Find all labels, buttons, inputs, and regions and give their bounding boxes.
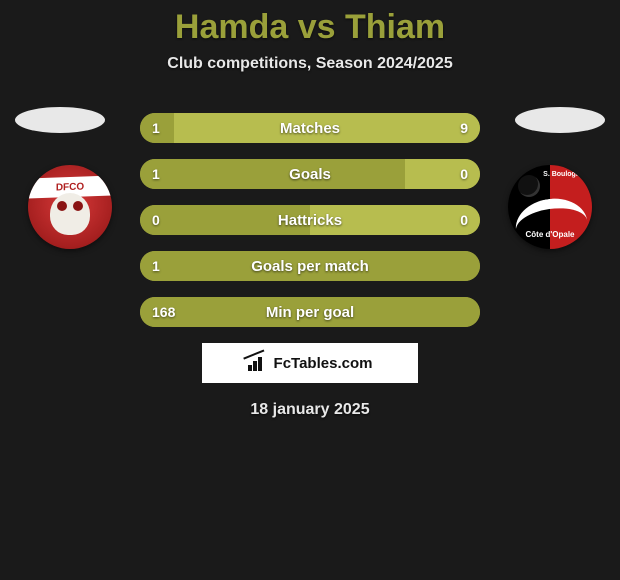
stats-rows: 19Matches 10Goals 00Hattricks 1Goals per ma… [140,113,480,327]
comparison-area: DFCO S. Boulogne Côte d'Opale 19Matches1… [0,113,620,327]
brand-box[interactable]: FcTables.com [202,343,418,383]
stat-row: 00Hattricks [140,205,480,235]
stat-label: Matches [140,120,480,137]
stat-row: 19Matches [140,113,480,143]
stat-row: 168Min per goal [140,297,480,327]
right-ellipse [515,107,605,133]
stat-label: Min per goal [140,304,480,321]
right-team-badge: S. Boulogne Côte d'Opale [508,165,592,249]
stat-label: Hattricks [140,212,480,229]
right-badge-top-text: S. Boulogne [543,171,584,178]
chart-icon [248,355,268,371]
left-team-badge: DFCO [28,165,112,249]
right-badge-bottom-text: Côte d'Opale [508,230,592,239]
brand-text: FcTables.com [274,355,373,372]
ball-icon [518,175,540,197]
stat-row: 1Goals per match [140,251,480,281]
subtitle: Club competitions, Season 2024/2025 [0,55,620,73]
left-ellipse [15,107,105,133]
stat-label: Goals per match [140,258,480,275]
owl-icon [50,193,90,235]
stat-row: 10Goals [140,159,480,189]
date-text: 18 january 2025 [0,401,620,419]
stat-label: Goals [140,166,480,183]
page-title: Hamda vs Thiam [0,0,620,47]
